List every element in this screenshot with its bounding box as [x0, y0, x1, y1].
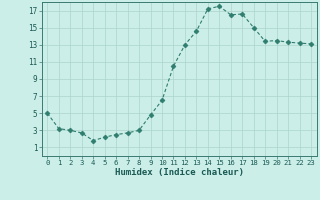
X-axis label: Humidex (Indice chaleur): Humidex (Indice chaleur) — [115, 168, 244, 177]
